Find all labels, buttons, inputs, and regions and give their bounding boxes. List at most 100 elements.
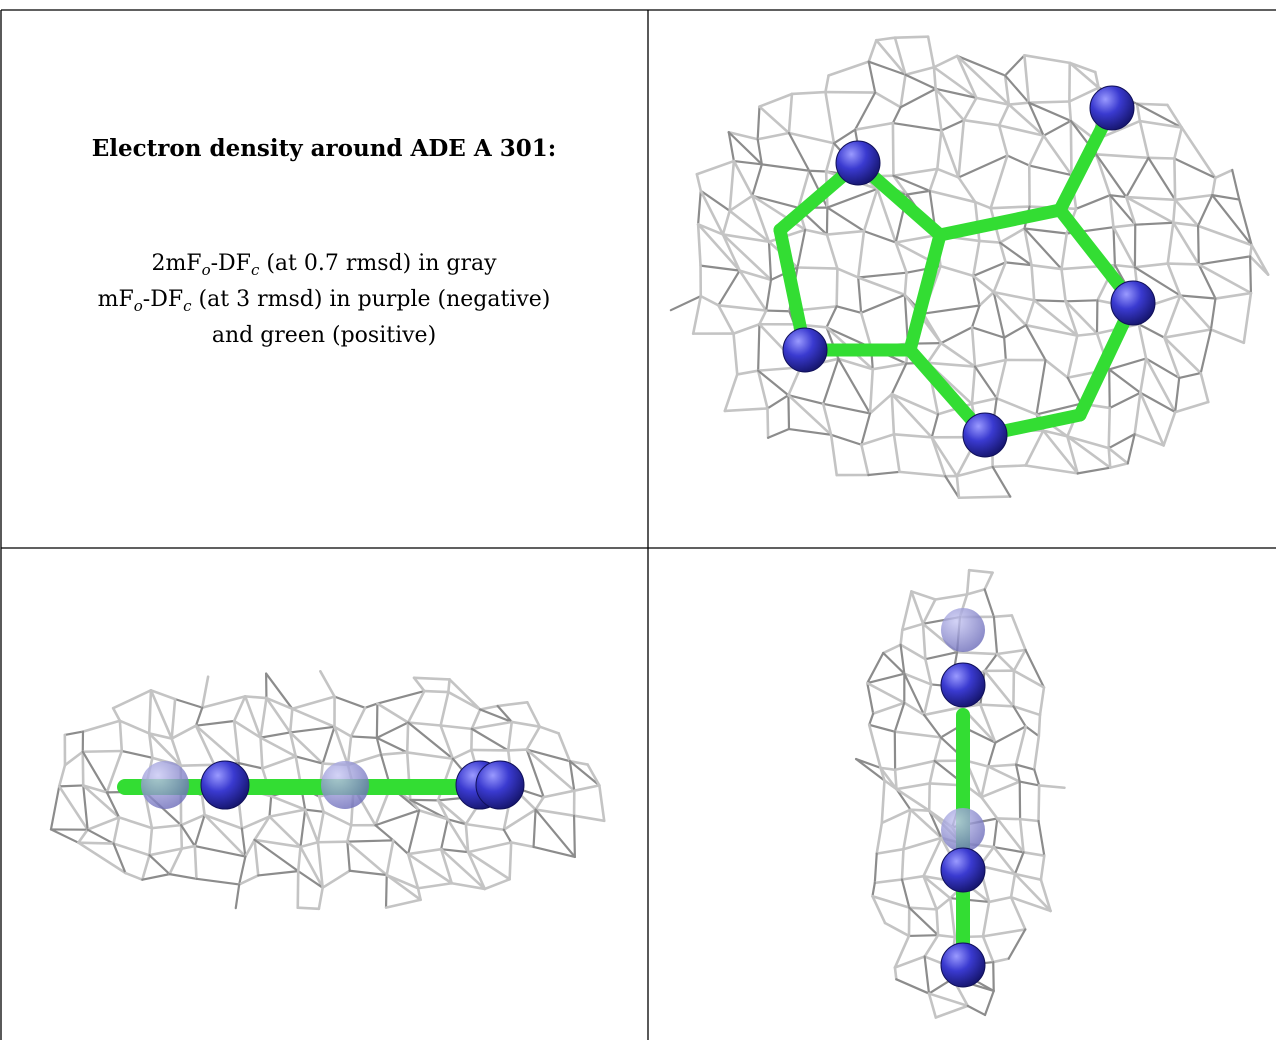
mesh-edge (907, 906, 938, 911)
mesh-edge (936, 933, 957, 939)
mesh-edge (895, 782, 932, 791)
mesh-edge (179, 763, 216, 767)
mesh-edge (1107, 406, 1112, 450)
mesh-edge (892, 167, 939, 178)
mesh-edge (935, 908, 940, 937)
mesh-edge (464, 822, 506, 832)
mesh-edge (991, 465, 1012, 498)
mesh-edge (1108, 368, 1142, 394)
mesh-edge (572, 814, 606, 823)
mesh-edge (927, 992, 938, 1019)
mesh-edge (1125, 156, 1150, 199)
mesh-edge (542, 789, 576, 799)
density-views (49, 35, 1270, 1019)
mesh-edge (991, 957, 1011, 964)
mesh-edge (203, 813, 247, 858)
mesh-edge (934, 87, 978, 99)
mesh-edge (973, 358, 1008, 368)
mesh-edge (1108, 368, 1111, 410)
mesh-edge (1178, 371, 1202, 380)
mesh-edge (1107, 433, 1136, 450)
mesh-edge (1024, 323, 1079, 337)
mesh-edge (957, 118, 966, 179)
mesh-edge (49, 828, 80, 844)
mesh-edge (893, 955, 926, 969)
mesh-edge (871, 894, 911, 909)
mesh-edge (1018, 817, 1040, 823)
mesh-edge (296, 906, 321, 911)
mesh-edge (921, 312, 943, 345)
mesh-edge (1135, 102, 1169, 107)
atom (940, 662, 986, 708)
mesh-edge (243, 695, 268, 700)
mesh-edge (259, 696, 268, 739)
mesh-edge (853, 121, 895, 132)
mesh-edge (926, 341, 943, 365)
mesh-edge (766, 407, 770, 440)
mesh-edge (756, 105, 761, 141)
cell-title: Electron density around ADE A 301: (92, 135, 556, 162)
mesh-edge (1037, 784, 1066, 790)
text-run: -DF (143, 287, 183, 312)
mesh-edge (787, 131, 836, 145)
mesh-edge (875, 821, 884, 855)
mesh-edge (77, 841, 127, 875)
mesh-edge (294, 755, 324, 765)
mesh-edge (509, 841, 535, 849)
mesh-edge (406, 852, 420, 890)
mesh-edge (934, 87, 943, 132)
mesh-edge (997, 103, 1011, 127)
mesh-edge (439, 724, 474, 731)
mesh-edge (924, 651, 959, 661)
mesh-edge (971, 274, 996, 294)
mesh-edge (534, 808, 576, 817)
mesh-edge (1041, 429, 1069, 438)
mesh-edge (922, 874, 952, 900)
density-mesh (854, 568, 1066, 1019)
mesh-edge (1173, 126, 1184, 160)
mesh-edge (1147, 156, 1176, 160)
mesh-edge (1196, 224, 1200, 266)
mesh-edge (723, 373, 739, 413)
mesh-edge (86, 816, 121, 831)
mesh-edge (900, 847, 905, 881)
mesh-edge (147, 732, 174, 740)
mesh-edge (333, 725, 353, 738)
text-run: and green (positive) (212, 323, 436, 348)
mesh-edge (446, 817, 470, 854)
mesh-edge (1134, 221, 1175, 226)
mesh-edge (971, 239, 981, 278)
mesh-edge (890, 392, 896, 436)
mesh-edge (1024, 648, 1046, 689)
mesh-edge (168, 873, 198, 880)
mesh-edge (924, 657, 933, 686)
mesh-edge (899, 87, 937, 109)
mesh-edge (955, 54, 1011, 106)
mesh-edge (717, 304, 768, 312)
mesh-edge (899, 643, 906, 675)
mesh-edge (867, 38, 878, 63)
mesh-edge (1027, 100, 1071, 104)
mesh-edge (532, 845, 576, 859)
mesh-edge (721, 233, 773, 282)
mesh-edge (928, 809, 943, 839)
mesh-edge (496, 704, 513, 724)
density-mesh (49, 670, 606, 911)
mesh-edge (825, 305, 838, 329)
mesh-edge (1023, 227, 1033, 267)
mesh-edge (891, 106, 902, 125)
mesh-edge (174, 698, 204, 709)
atom (962, 412, 1008, 458)
subscript: c (183, 297, 192, 315)
mesh-edge (77, 841, 115, 845)
mesh-edge (860, 433, 896, 447)
mesh-edge (827, 60, 871, 77)
mesh-edge (727, 131, 735, 163)
mesh-edge (721, 233, 741, 272)
mesh-edge (346, 823, 353, 843)
mesh-edge (1035, 402, 1083, 416)
mesh-edge (790, 90, 827, 96)
mesh-edge (994, 725, 1027, 744)
mesh-edge (1038, 686, 1046, 717)
